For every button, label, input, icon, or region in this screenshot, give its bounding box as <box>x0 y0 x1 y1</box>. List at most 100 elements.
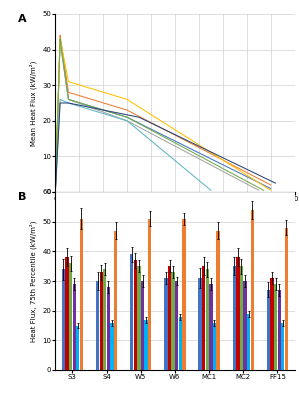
Line: MC1: MC1 <box>55 100 211 192</box>
W5 <box>58 40 62 45</box>
Bar <box>144 320 148 370</box>
Bar <box>130 254 133 370</box>
Line: S4: S4 <box>55 35 271 192</box>
Bar <box>274 284 277 370</box>
MC1 <box>127 120 130 124</box>
X-axis label: Time (s): Time (s) <box>159 208 190 217</box>
FF15 <box>269 178 273 183</box>
W5 <box>134 123 138 128</box>
S3 <box>135 120 139 124</box>
FF15 <box>260 174 263 179</box>
Bar <box>247 314 250 370</box>
S4 <box>58 33 62 38</box>
Line: W5: W5 <box>55 42 259 192</box>
Bar <box>240 266 243 370</box>
Bar <box>206 269 209 370</box>
MC1 <box>131 123 135 128</box>
Bar <box>199 278 202 370</box>
W6 <box>193 140 197 145</box>
MC2 <box>257 185 261 190</box>
Bar <box>114 230 117 370</box>
Bar <box>96 281 99 370</box>
Bar <box>134 260 137 370</box>
Bar <box>137 266 141 370</box>
Bar <box>69 263 72 370</box>
Bar <box>251 210 254 370</box>
FF15 <box>274 181 277 186</box>
MC1 <box>165 151 169 156</box>
Bar <box>267 290 270 370</box>
MC1 <box>93 108 97 113</box>
FF15 <box>202 146 205 151</box>
W5 <box>188 151 191 156</box>
S4 <box>135 113 139 118</box>
S4 <box>54 190 57 194</box>
S4 <box>193 143 197 148</box>
W5 <box>257 188 260 193</box>
S3 <box>254 179 258 184</box>
MC2 <box>262 188 265 193</box>
Bar <box>270 278 274 370</box>
S4 <box>269 182 272 187</box>
Bar <box>233 266 236 370</box>
S4 <box>264 180 268 185</box>
Line: MC2: MC2 <box>55 39 263 192</box>
S3 <box>93 105 97 110</box>
Bar <box>103 269 106 370</box>
Bar <box>110 322 114 370</box>
Bar <box>277 290 281 370</box>
MC2 <box>190 150 193 154</box>
W6 <box>128 98 131 103</box>
Legend: S3, S4, W5, W6, MC1, MC2, FF15: S3, S4, W5, W6, MC1, MC2, FF15 <box>94 245 256 250</box>
Bar <box>216 230 220 370</box>
S3 <box>193 149 197 154</box>
W6 <box>135 103 139 108</box>
Y-axis label: Mean Heat Flux (kW/m²): Mean Heat Flux (kW/m²) <box>29 60 36 146</box>
FF15 <box>58 100 62 105</box>
Bar <box>141 281 144 370</box>
Bar <box>107 287 110 370</box>
MC1 <box>54 190 57 194</box>
Text: B: B <box>18 192 27 202</box>
MC1 <box>58 97 62 102</box>
W5 <box>252 186 256 190</box>
Bar <box>285 228 288 370</box>
Line: W6: W6 <box>55 39 271 192</box>
W5 <box>127 120 131 124</box>
Y-axis label: Heat Flux, 75th Percentile (kW/m²): Heat Flux, 75th Percentile (kW/m²) <box>29 220 36 342</box>
MC2 <box>93 105 97 110</box>
Bar <box>281 322 284 370</box>
Bar <box>171 272 175 370</box>
FF15 <box>147 119 150 124</box>
Bar <box>182 219 186 370</box>
Line: S3: S3 <box>55 39 271 192</box>
FF15 <box>54 190 57 194</box>
Bar <box>209 284 213 370</box>
Bar <box>175 281 179 370</box>
S4 <box>93 98 97 103</box>
S3 <box>269 186 272 191</box>
Bar <box>164 278 168 370</box>
W6 <box>58 36 62 41</box>
Bar <box>148 219 151 370</box>
W6 <box>254 178 258 183</box>
Bar <box>168 266 171 370</box>
W5 <box>54 190 57 194</box>
Bar <box>73 284 76 370</box>
Line: FF15: FF15 <box>55 103 275 192</box>
MC2 <box>128 116 131 121</box>
MC1 <box>206 186 210 190</box>
W6 <box>93 87 97 92</box>
S4 <box>254 175 258 180</box>
S3 <box>58 36 62 41</box>
Bar <box>236 257 239 370</box>
W6 <box>264 185 268 190</box>
Bar <box>62 269 65 370</box>
MC2 <box>135 120 138 124</box>
W5 <box>243 181 247 186</box>
S3 <box>54 190 57 194</box>
Bar <box>179 317 182 370</box>
S4 <box>128 109 131 114</box>
W5 <box>93 107 97 112</box>
Bar <box>100 272 103 370</box>
